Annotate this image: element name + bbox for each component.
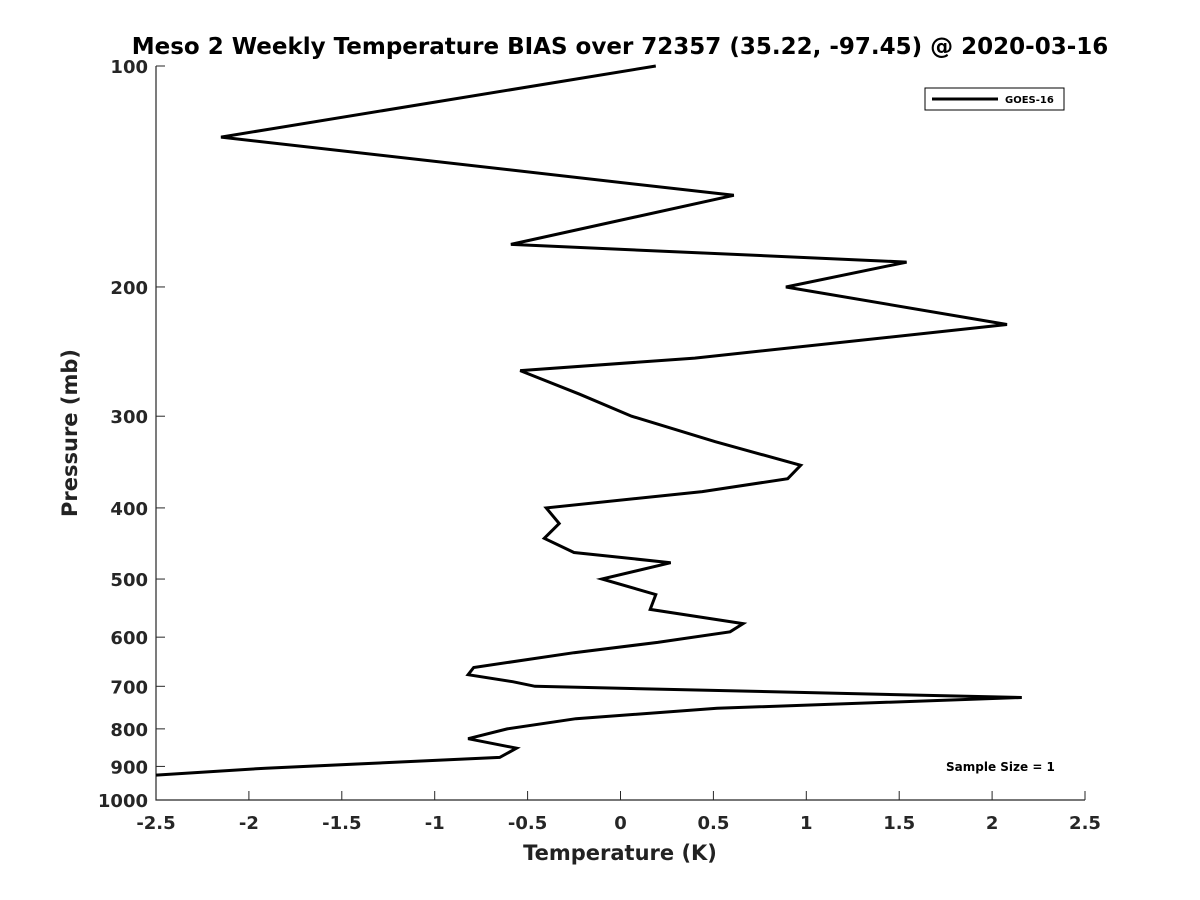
y-axis-label: Pressure (mb) [58,349,82,517]
x-tick-label: 1.5 [883,813,915,834]
legend-label: GOES-16 [1005,95,1054,106]
x-tick-label: -1.5 [322,813,361,834]
y-tick-label: 100 [110,57,148,78]
y-tick-label: 500 [110,570,148,591]
x-tick-label: 2.5 [1069,813,1101,834]
x-tick-label: -1 [425,813,445,834]
y-tick-label: 300 [110,407,148,428]
x-tick-label: 1 [800,813,813,834]
plot-area: -2.5 -2 -1.5 -1 -0.5 0 0.5 1 1.5 2 2.5 100 200 300 40… [98,57,1101,834]
x-tick-label: 0.5 [697,813,729,834]
x-tick-label: -2.5 [136,813,175,834]
x-axis: -2.5 -2 -1.5 -1 -0.5 0 0.5 1 1.5 2 2.5 [136,791,1101,834]
x-axis-label: Temperature (K) [523,841,717,865]
x-tick-label: 2 [986,813,999,834]
x-tick-label: -0.5 [508,813,547,834]
y-tick-label: 800 [110,720,148,741]
series-line-goes16 [155,64,1022,777]
x-tick-label: 0 [614,813,627,834]
y-axis: 100 200 300 400 500 600 700 800 900 1000 [98,57,165,812]
y-tick-label: 400 [110,499,148,520]
y-tick-label: 900 [110,757,148,778]
chart-title: Meso 2 Weekly Temperature BIAS over 7235… [132,34,1109,60]
y-tick-label: 1000 [98,791,148,812]
y-tick-label: 200 [110,278,148,299]
legend: GOES-16 [924,87,1065,111]
axes-frame [155,66,1085,801]
x-tick-label: -2 [239,813,259,834]
sample-size-annotation: Sample Size = 1 [946,760,1055,774]
y-tick-label: 600 [110,628,148,649]
y-tick-label: 700 [110,677,148,698]
